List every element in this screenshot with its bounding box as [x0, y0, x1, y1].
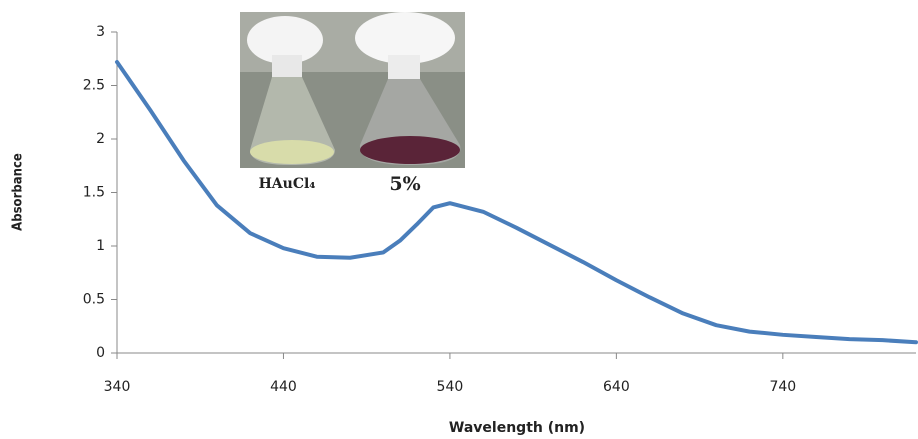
x-tick-label: 640 — [603, 379, 630, 395]
y-tick-label: 3 — [96, 24, 105, 40]
annotation: 5% — [389, 173, 420, 195]
y-tick-label: 2 — [96, 131, 105, 147]
y-tick-label: 0.5 — [83, 292, 105, 308]
inset-photo — [240, 12, 465, 168]
line-series — [115, 59, 918, 345]
y-tick-label: 1 — [96, 238, 105, 254]
y-tick-label: 0 — [96, 345, 105, 361]
annotation: HAuCl₄ — [259, 176, 316, 192]
x-tick-label: 340 — [104, 379, 131, 395]
y-tick-label: 2.5 — [83, 78, 105, 94]
y-tick-label: 1.5 — [83, 185, 105, 201]
x-tick-label: 440 — [270, 379, 297, 395]
x-tick-label: 540 — [437, 379, 464, 395]
x-tick-label: 740 — [769, 379, 796, 395]
x-axis-title: Wavelength (nm) — [449, 420, 585, 436]
y-axis-title: Absorbance — [11, 153, 26, 231]
